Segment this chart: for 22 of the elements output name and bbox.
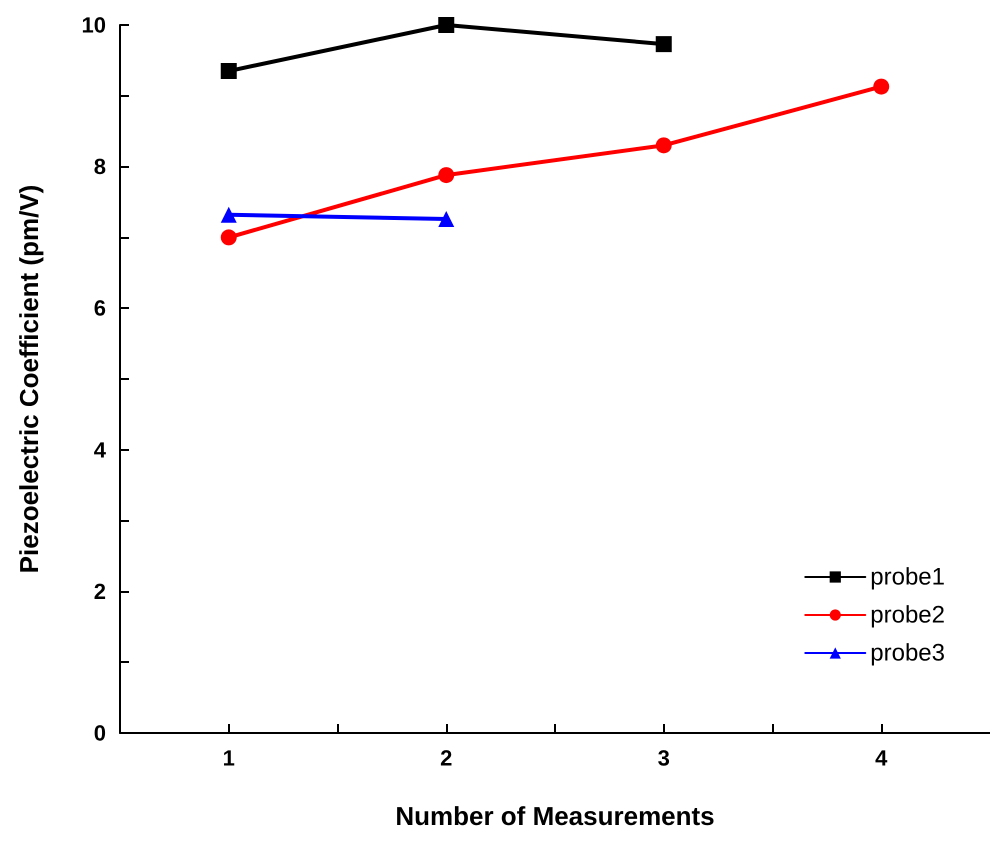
- x-tick-label: 4: [875, 746, 888, 770]
- point: [656, 36, 672, 52]
- y-tick-label: 8: [94, 154, 106, 180]
- x-tick-label: 1: [222, 746, 235, 770]
- y-tick-label: 4: [94, 437, 107, 462]
- legend-label: probe3: [870, 640, 946, 666]
- y-tick-label: 2: [94, 578, 106, 604]
- point: [873, 78, 890, 95]
- point: [220, 63, 237, 80]
- y-tick-label: 6: [94, 296, 106, 321]
- point: [438, 17, 454, 33]
- point: [220, 229, 237, 246]
- x-tick-label: 2: [440, 746, 452, 770]
- legend-label: probe2: [870, 602, 946, 628]
- x-axis-title: Number of Measurements: [395, 801, 715, 831]
- x-tick-label: 3: [658, 746, 670, 770]
- point: [438, 167, 454, 184]
- point: [656, 137, 672, 154]
- y-axis-title: Piezoelectric Coefficient (pm/V): [14, 184, 44, 574]
- y-tick-label: 10: [82, 12, 106, 38]
- y-tick-label: 0: [94, 720, 106, 746]
- legend-label: probe1: [870, 564, 946, 590]
